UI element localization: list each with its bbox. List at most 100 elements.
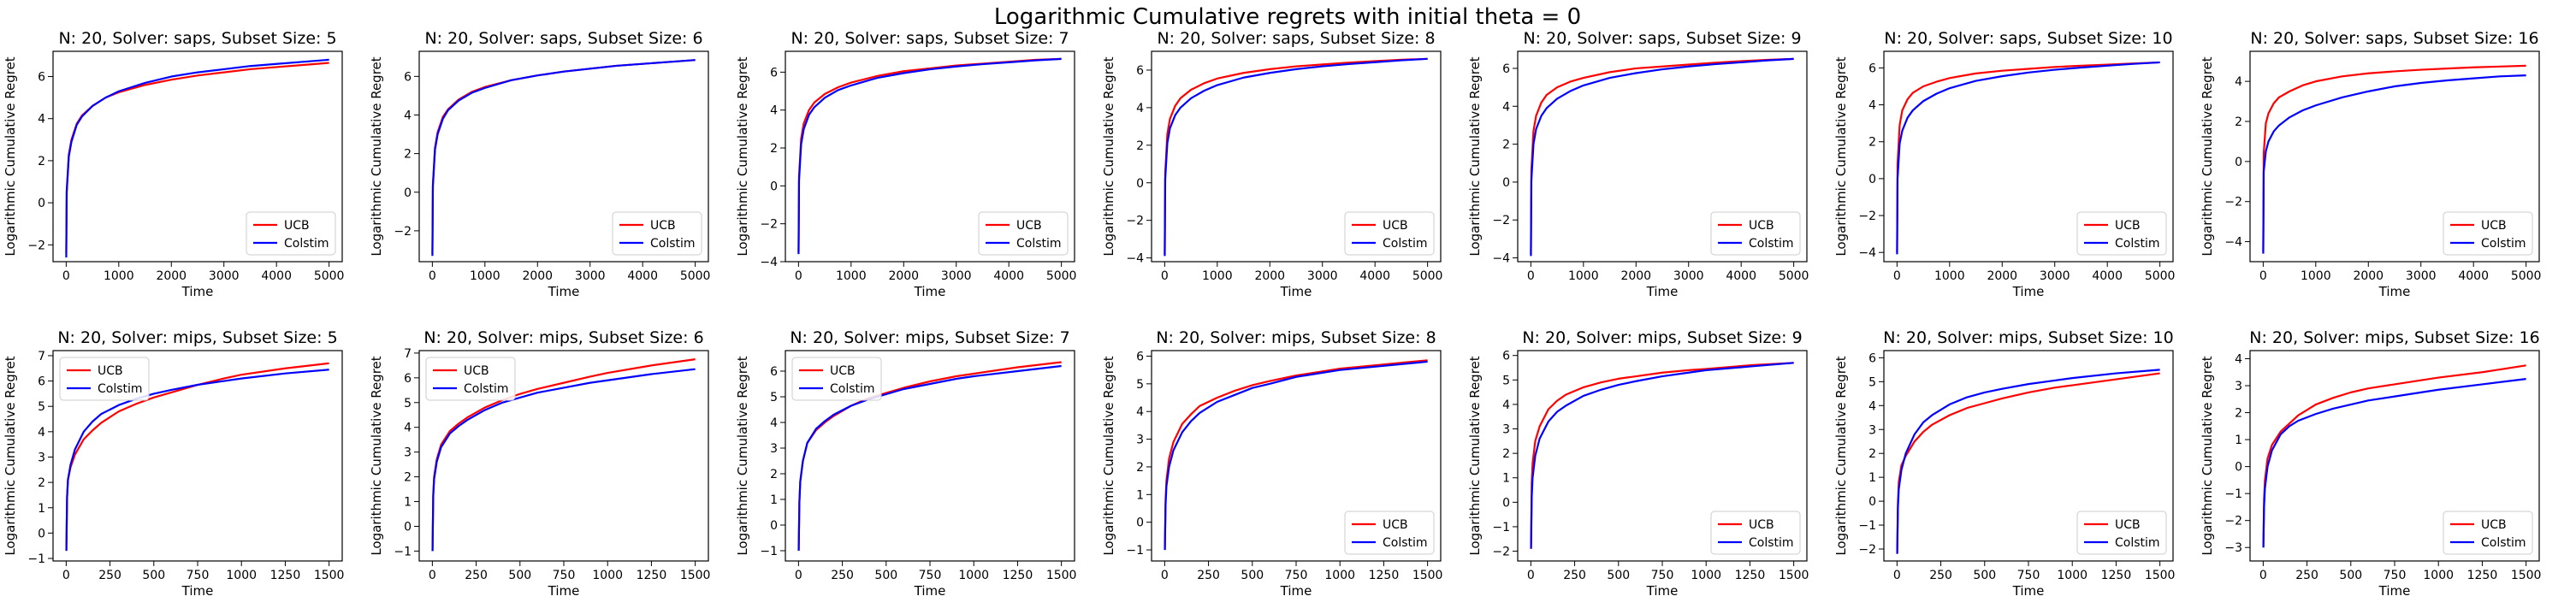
series-line-colstim	[65, 58, 329, 258]
y-tick-label: 1	[2235, 434, 2242, 447]
y-tick-label: 3	[1502, 423, 1510, 437]
y-tick-label: 4	[404, 422, 412, 435]
y-tick-label: 1	[770, 493, 778, 507]
x-tick-label: 750	[187, 569, 210, 582]
y-axis-label: Logarithmic Cumulative Regret	[369, 56, 384, 256]
x-axis-label: Time	[1280, 583, 1312, 599]
axes-frame	[52, 350, 343, 562]
y-tick-label: 7	[38, 350, 45, 363]
x-tick-label: 3000	[2406, 269, 2437, 283]
y-tick-label: −4	[1126, 252, 1144, 266]
axes-frame	[1151, 350, 1442, 562]
y-tick-label: 3	[2235, 380, 2242, 393]
legend-label-ucb: UCB	[2115, 518, 2141, 532]
y-tick-label: 6	[1502, 350, 1510, 363]
y-tick-label: −1	[760, 545, 778, 558]
subplot-title: N: 20, Solver: mips, Subset Size: 9	[1522, 328, 1802, 347]
y-tick-label: 0	[38, 527, 45, 540]
x-tick-label: 1250	[2101, 569, 2132, 582]
subplot-2: N: 20, Solver: saps, Subset Size: 6 0 1000…	[369, 29, 710, 299]
x-tick-label: 0	[795, 569, 802, 582]
legend-label-ucb: UCB	[650, 219, 676, 233]
y-tick-label: −2	[760, 218, 778, 232]
y-tick-label: 4	[1136, 405, 1144, 419]
subplot-title: N: 20, Solver: mips, Subset Size: 7	[790, 328, 1069, 347]
x-tick-label: 250	[831, 569, 854, 582]
x-tick-label: 1500	[1412, 569, 1443, 582]
x-tick-label: 1500	[2145, 569, 2176, 582]
subplot-8: N: 20, Solver: mips, Subset Size: 50 250 5…	[3, 328, 344, 599]
y-tick-label: 4	[38, 426, 45, 440]
x-tick-label: 1000	[592, 569, 623, 582]
subplot-title: N: 20, Solver: mips, Subset Size: 8	[1156, 328, 1436, 347]
x-axis-label: Time	[1646, 583, 1679, 599]
x-tick-label: 1000	[226, 569, 257, 582]
y-tick-label: 4	[1868, 99, 1876, 113]
x-tick-label: 1000	[104, 269, 134, 283]
y-tick-label: 0	[38, 197, 45, 210]
subplot-12: N: 20, Solver: mips, Subset Size: 90 250 5…	[1467, 328, 1809, 599]
y-tick-label: 0	[404, 186, 412, 200]
y-tick-label: 1	[38, 502, 45, 516]
y-tick-label: −2	[2224, 196, 2242, 210]
x-tick-label: 250	[2295, 569, 2318, 582]
x-tick-label: 250	[98, 569, 121, 582]
x-tick-label: 4000	[261, 269, 292, 283]
x-tick-label: 750	[1285, 569, 1308, 582]
legend-label-ucb: UCB	[1749, 518, 1774, 532]
legend: UCB Colstim	[246, 211, 336, 256]
subplot-3: N: 20, Solver: saps, Subset Size: 7 0 1000…	[735, 29, 1076, 299]
legend-box	[2443, 211, 2533, 256]
x-tick-label: 4000	[627, 269, 658, 283]
y-tick-label: 6	[770, 66, 778, 80]
subplot-title: N: 20, Solver: mips, Subset Size: 6	[423, 328, 703, 347]
y-tick-label: 0	[2235, 461, 2242, 475]
x-tick-label: 4000	[1726, 269, 1756, 283]
y-tick-label: 5	[770, 391, 778, 404]
legend-box	[1344, 511, 1435, 555]
y-tick-label: 6	[1502, 62, 1510, 76]
x-tick-label: 1000	[836, 269, 867, 283]
x-tick-label: 1000	[1934, 269, 1965, 283]
y-axis-label: Logarithmic Cumulative Regret	[1467, 356, 1483, 555]
legend-label-colstim: Colstim	[2115, 237, 2160, 251]
y-tick-label: 0	[770, 180, 778, 193]
axes-frame	[2249, 50, 2540, 263]
x-tick-label: 750	[2384, 569, 2407, 582]
legend-label-ucb: UCB	[1383, 518, 1408, 532]
y-axis-label: Logarithmic Cumulative Regret	[1101, 356, 1116, 555]
x-tick-label: 0	[1161, 569, 1169, 582]
legend-label-colstim: Colstim	[1749, 237, 1794, 251]
legend: UCB Colstim	[2443, 511, 2533, 555]
legend-label-ucb: UCB	[2115, 219, 2141, 233]
legend-box	[2076, 211, 2167, 256]
y-tick-label: 0	[1136, 517, 1144, 530]
axes-frame	[418, 50, 709, 263]
x-axis-label: Time	[181, 284, 214, 299]
series-line-ucb	[1530, 57, 1794, 255]
legend-box	[1344, 211, 1435, 256]
subplot-title: N: 20, Solver: saps, Subset Size: 8	[1157, 29, 1435, 48]
y-tick-label: 4	[2235, 75, 2242, 89]
legend-label-colstim: Colstim	[1749, 536, 1794, 550]
x-tick-label: 5000	[2511, 269, 2542, 283]
x-tick-label: 1000	[1691, 569, 1721, 582]
legend-label-ucb: UCB	[464, 364, 489, 378]
x-tick-label: 1500	[2511, 569, 2542, 582]
y-axis-label: Logarithmic Cumulative Regret	[735, 56, 750, 256]
axes-frame	[1883, 50, 2174, 263]
x-tick-label: 500	[2339, 569, 2362, 582]
y-tick-label: 1	[1868, 471, 1876, 485]
series-line-colstim	[2262, 378, 2526, 548]
x-tick-label: 1250	[270, 569, 301, 582]
axes-frame	[52, 50, 343, 263]
series-line-colstim	[797, 364, 1062, 552]
legend-label-colstim: Colstim	[1016, 237, 1062, 251]
y-tick-label: 2	[404, 471, 412, 485]
y-tick-label: 2	[1136, 139, 1144, 153]
y-tick-label: 3	[1136, 434, 1144, 447]
subplot-9: N: 20, Solver: mips, Subset Size: 60 250 5…	[369, 328, 710, 599]
legend-label-colstim: Colstim	[1383, 237, 1428, 251]
y-tick-label: 4	[770, 416, 778, 430]
figure-title: Logarithmic Cumulative regrets with init…	[994, 4, 1581, 30]
